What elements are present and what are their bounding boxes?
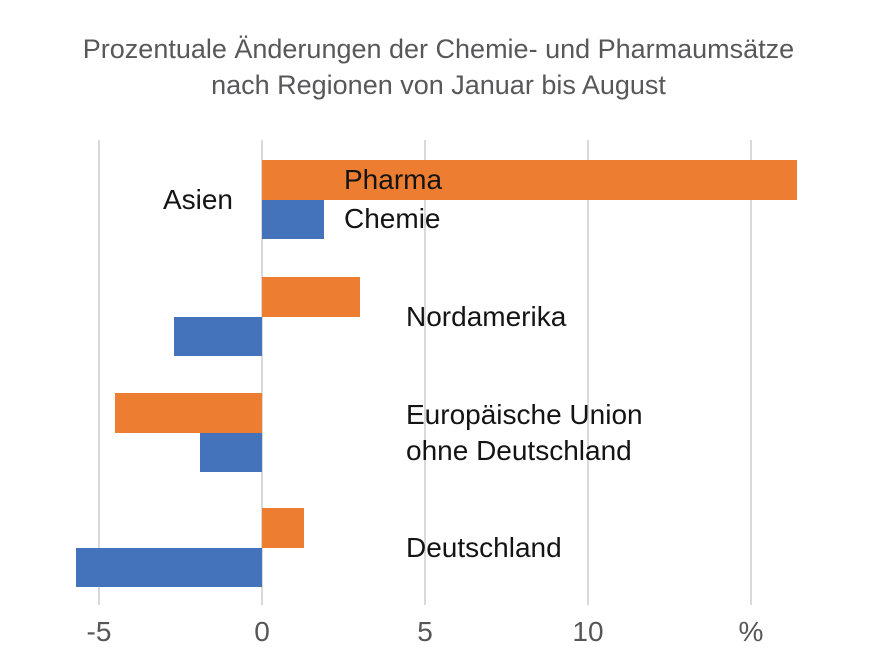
category-label-line: Nordamerika <box>406 300 567 332</box>
category-label-line: Asien <box>162 183 233 215</box>
gridline-percent <box>750 140 752 605</box>
category-label-line: ohne Deutschland <box>406 434 632 466</box>
x-tick-percent: % <box>738 616 764 647</box>
x-tick-5: 5 <box>417 616 433 647</box>
chart-title-line2: nach Regionen von Januar bis August <box>211 70 666 100</box>
bar-pharma-nordamerika <box>262 277 360 317</box>
category-label-line: Deutschland <box>406 531 562 563</box>
gridline--5 <box>98 140 100 605</box>
category-label-nordamerika: Nordamerika <box>406 299 566 335</box>
category-label-deutschland: Deutschland <box>406 530 562 566</box>
bar-pharma-europäische-union-ohne-deutschland <box>115 393 262 433</box>
series-label-chemie: Chemie <box>344 203 441 235</box>
gridline-5 <box>424 140 426 605</box>
bar-chemie-deutschland <box>76 547 262 587</box>
gridline-0 <box>261 140 263 605</box>
bar-pharma-deutschland <box>262 508 305 548</box>
category-label-europäische-union-ohne-deutschland: Europäische Union ohne Deutschland <box>406 397 643 469</box>
chart-title: Prozentuale Änderungen der Chemie- und P… <box>0 31 877 103</box>
gridline-10 <box>587 140 589 605</box>
chart-title-line1: Prozentuale Änderungen der Chemie- und P… <box>82 34 795 64</box>
series-label-pharma: Pharma <box>344 163 443 195</box>
bar-chemie-nordamerika <box>173 316 262 356</box>
category-label-asien: Asien <box>163 182 233 218</box>
x-tick--5: -5 <box>86 616 112 647</box>
bar-chemie-europäische-union-ohne-deutschland <box>200 432 262 472</box>
bar-chemie-asien <box>262 199 324 239</box>
x-tick-10: 10 <box>572 616 604 647</box>
bar-pharma-asien <box>262 160 797 200</box>
x-tick-0: 0 <box>254 616 270 647</box>
category-label-line: Europäische Union <box>406 398 643 430</box>
